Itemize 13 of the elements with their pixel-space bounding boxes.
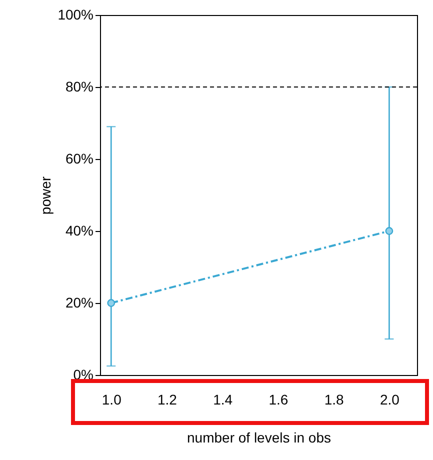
x-tick-label: 1.0	[102, 392, 122, 408]
y-tick-label: 80%	[65, 78, 94, 94]
x-tick-label: 1.4	[213, 392, 233, 408]
y-tick-label: 100%	[58, 6, 94, 22]
y-axis-title: power	[38, 176, 54, 215]
x-tick-label: 1.6	[268, 392, 288, 408]
x-tick-label: 2.0	[380, 392, 400, 408]
x-tick-label: 1.2	[158, 392, 178, 408]
x-axis-title: number of levels in obs	[187, 430, 331, 446]
y-tick-label: 60%	[65, 150, 94, 166]
y-tick-label: 20%	[65, 294, 94, 310]
y-tick-label: 40%	[65, 222, 94, 238]
x-tick-label: 1.8	[324, 392, 344, 408]
